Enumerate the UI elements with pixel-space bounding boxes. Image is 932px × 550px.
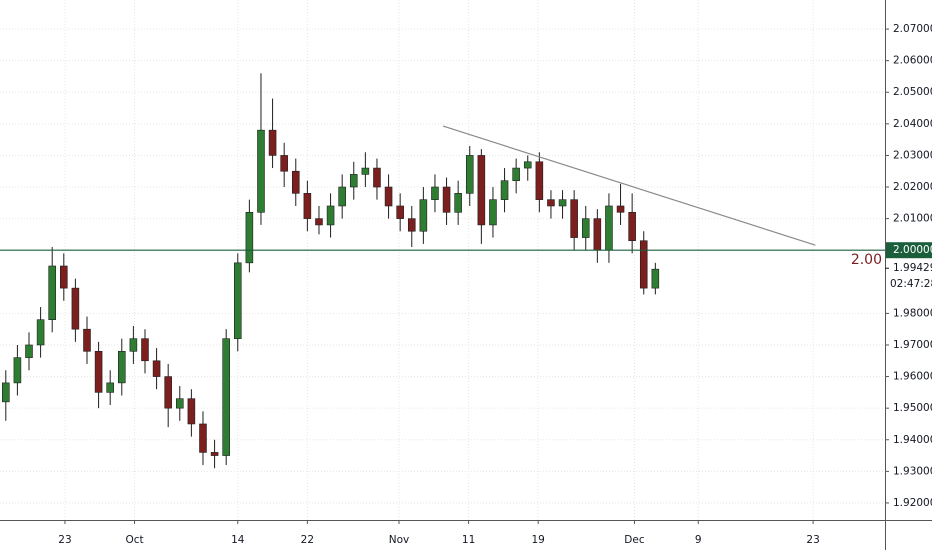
y-tick-label: 2.07000 <box>893 23 932 35</box>
candle-body <box>535 161 544 200</box>
level-label: 2.00 <box>851 252 882 268</box>
candle-body <box>581 218 590 238</box>
candle-body <box>651 268 660 289</box>
candle-body <box>512 167 520 182</box>
x-tick-label: Dec <box>624 534 645 546</box>
candle-body <box>570 199 578 238</box>
y-tick-label: 1.93000 <box>893 465 932 477</box>
candle-body <box>36 319 45 346</box>
level-badge-label: 2.00000 <box>893 244 932 256</box>
y-tick-label: 1.97000 <box>893 339 932 351</box>
candle-body <box>639 240 648 289</box>
level-badge <box>886 242 932 259</box>
candle-body <box>268 129 277 156</box>
candle-body <box>373 167 381 188</box>
candle-body <box>164 376 172 409</box>
candle-body <box>454 193 462 213</box>
candle-body <box>547 199 555 207</box>
y-tick-label: 2.01000 <box>893 213 932 225</box>
candle-body <box>280 155 288 172</box>
x-tick-label: 23 <box>58 534 71 546</box>
candle-body <box>477 155 486 226</box>
candle-body <box>199 423 207 453</box>
x-tick-label: 9 <box>695 534 702 546</box>
candle-body <box>303 193 312 219</box>
candle-body <box>593 218 602 251</box>
countdown-label: 02:47:28 <box>890 278 932 290</box>
x-tick-label: 19 <box>532 534 545 546</box>
candle-body <box>523 161 532 169</box>
candle-body <box>326 205 335 226</box>
candle-body <box>2 382 10 403</box>
x-tick-label: 23 <box>806 534 819 546</box>
x-tick-label: Nov <box>389 534 410 546</box>
candle-body <box>558 199 567 207</box>
candle-body <box>118 351 126 384</box>
candle-body <box>210 452 219 456</box>
candle-body <box>361 167 370 175</box>
candle-body <box>176 398 184 409</box>
candle-body <box>500 180 509 200</box>
candle-body <box>431 186 439 200</box>
candle-body <box>141 338 149 362</box>
candle-body <box>257 129 265 213</box>
candle-body <box>129 338 138 352</box>
candle-body <box>315 218 323 226</box>
candle-body <box>187 398 196 425</box>
candle-body <box>407 218 416 232</box>
candle-body <box>13 357 22 384</box>
candle-body <box>222 338 230 456</box>
candle-body <box>106 382 114 393</box>
y-tick-label: 2.06000 <box>893 55 932 67</box>
candle-body <box>489 199 497 226</box>
candle-body <box>338 186 346 207</box>
y-tick-label: 1.96000 <box>893 371 932 383</box>
candle-body <box>396 205 404 219</box>
candle-body <box>71 287 80 330</box>
trend-line <box>442 125 816 246</box>
x-tick-label: Oct <box>125 534 143 546</box>
candle-body <box>25 344 33 358</box>
candle-body <box>616 205 625 213</box>
last-price-badge <box>886 259 932 294</box>
candle-body <box>349 174 358 188</box>
candle-body <box>605 205 613 251</box>
candle-body <box>245 211 254 264</box>
candle-body <box>419 199 428 232</box>
y-tick-label: 2.02000 <box>893 181 932 193</box>
x-tick-label: 14 <box>231 534 245 546</box>
candle-body <box>152 360 161 377</box>
y-tick-label: 1.94000 <box>893 434 932 446</box>
candle-body <box>384 186 393 207</box>
candle-body <box>233 262 242 339</box>
x-tick-label: 22 <box>301 534 314 546</box>
candle-body <box>48 265 56 321</box>
y-tick-label: 2.05000 <box>893 86 932 98</box>
candle-body <box>291 170 300 194</box>
last-price-label: 1.99429 <box>893 262 932 274</box>
candle-body <box>60 265 68 289</box>
y-tick-label: 2.03000 <box>893 149 932 161</box>
y-tick-label: 2.04000 <box>893 118 932 130</box>
candle-body <box>94 351 103 393</box>
candle-body <box>628 211 636 242</box>
x-tick-label: 11 <box>462 534 475 546</box>
candle-body <box>465 155 474 194</box>
y-tick-label: 1.92000 <box>893 497 932 509</box>
candle-body <box>442 186 451 213</box>
y-tick-label: 1.98000 <box>893 307 932 319</box>
candle-body <box>83 328 91 352</box>
y-tick-label: 1.95000 <box>893 402 932 414</box>
